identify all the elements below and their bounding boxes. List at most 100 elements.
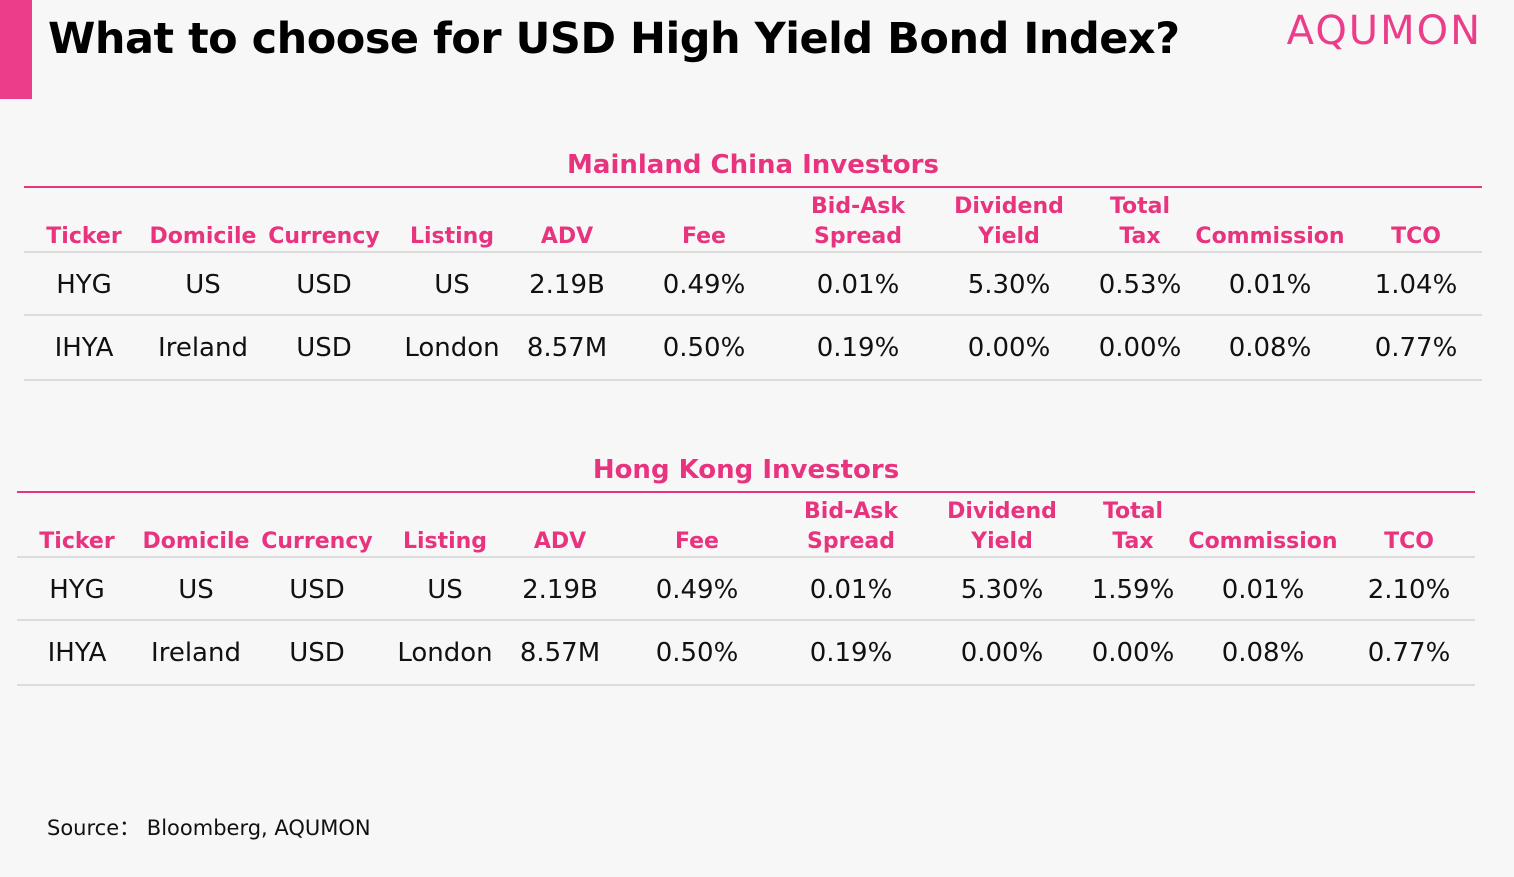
column-header-line2: Commission	[1195, 224, 1345, 249]
cell-dividend-yield: 0.00%	[960, 637, 1044, 668]
column-header-bid-ask-spread: Bid-Ask Spread	[786, 495, 916, 557]
column-header-listing: Listing	[392, 190, 512, 252]
column-header-line2: TCO	[1384, 529, 1434, 554]
cell-commission: 0.08%	[1228, 332, 1312, 363]
cell-listing: US	[427, 574, 463, 605]
column-header-line1: Dividend	[947, 499, 1057, 524]
column-header-line2: Domicile	[142, 529, 250, 554]
cell-currency: USD	[296, 332, 352, 363]
cell-domicile: Ireland	[158, 332, 248, 363]
column-header-adv: ADV	[505, 495, 615, 557]
cell-listing: London	[404, 332, 500, 363]
cell-dividend-yield: 5.30%	[967, 269, 1051, 300]
column-header-line2: Currency	[268, 224, 380, 249]
column-header-line1: Bid-Ask	[804, 499, 898, 524]
cell-ticker: HYG	[56, 269, 112, 300]
table-row: HYG US USD US 2.19B 0.49% 0.01% 5.30% 0.53% 0.01%…	[24, 251, 1482, 316]
column-header-tco: TCO	[1354, 495, 1464, 557]
column-header-line2: Fee	[675, 529, 719, 554]
column-header-line1: Total	[1102, 499, 1164, 524]
mainland-china-table: Mainland China Investors Ticker Domicile Cu…	[24, 150, 1482, 381]
column-header-commission: Commission	[1178, 495, 1348, 557]
column-header-total-tax: Total Tax	[1080, 190, 1200, 252]
cell-tco: 1.04%	[1374, 269, 1458, 300]
column-header-line2: Listing	[409, 224, 495, 249]
column-header-line2: TCO	[1391, 224, 1441, 249]
cell-fee: 0.50%	[655, 637, 739, 668]
cell-bid-ask-spread: 0.01%	[809, 574, 893, 605]
column-header-listing: Listing	[385, 495, 505, 557]
cell-tco: 2.10%	[1367, 574, 1451, 605]
column-header-fee: Fee	[642, 495, 752, 557]
cell-total-tax: 0.00%	[1098, 332, 1182, 363]
column-header-domicile: Domicile	[131, 495, 261, 557]
column-header-fee: Fee	[649, 190, 759, 252]
table-title: Mainland China Investors	[567, 150, 939, 180]
column-header-line2: Ticker	[46, 224, 122, 249]
column-header-line1: Total	[1109, 194, 1171, 219]
table-header-row: Ticker Domicile Currency Listing ADV Fee Bid-A…	[24, 190, 1482, 252]
hong-kong-table: Hong Kong Investors Ticker Domicile Currenc…	[17, 455, 1475, 686]
cell-adv: 2.19B	[522, 574, 598, 605]
aqumon-logo: AQUMON	[1286, 8, 1482, 54]
column-header-currency: Currency	[257, 495, 377, 557]
column-header-adv: ADV	[512, 190, 622, 252]
cell-adv: 2.19B	[529, 269, 605, 300]
page-title: What to choose for USD High Yield Bond I…	[48, 14, 1180, 64]
cell-total-tax: 1.59%	[1091, 574, 1175, 605]
table-title-rule	[24, 186, 1482, 188]
cell-fee: 0.49%	[662, 269, 746, 300]
cell-bid-ask-spread: 0.19%	[816, 332, 900, 363]
cell-fee: 0.49%	[655, 574, 739, 605]
column-header-ticker: Ticker	[29, 190, 139, 252]
cell-adv: 8.57M	[526, 332, 608, 363]
column-header-line2: Spread	[807, 529, 895, 554]
table-title: Hong Kong Investors	[592, 455, 900, 485]
cell-domicile: US	[185, 269, 221, 300]
column-header-dividend-yield: Dividend Yield	[944, 190, 1074, 252]
column-header-line1: Dividend	[954, 194, 1064, 219]
column-header-line2: Listing	[402, 529, 488, 554]
table-row: IHYA Ireland USD London 8.57M 0.50% 0.19% 0.00%…	[24, 314, 1482, 381]
cell-total-tax: 0.53%	[1098, 269, 1182, 300]
column-header-line2: Fee	[682, 224, 726, 249]
cell-total-tax: 0.00%	[1091, 637, 1175, 668]
cell-currency: USD	[296, 269, 352, 300]
source-note: Source： Bloomberg, AQUMON	[47, 816, 371, 840]
column-header-line2: Yield	[971, 529, 1033, 554]
cell-listing: US	[434, 269, 470, 300]
cell-ticker: IHYA	[54, 332, 114, 363]
cell-dividend-yield: 5.30%	[960, 574, 1044, 605]
cell-fee: 0.50%	[662, 332, 746, 363]
column-header-currency: Currency	[264, 190, 384, 252]
column-header-commission: Commission	[1185, 190, 1355, 252]
cell-domicile: US	[178, 574, 214, 605]
cell-tco: 0.77%	[1367, 637, 1451, 668]
table-title-rule	[17, 491, 1475, 493]
column-header-tco: TCO	[1361, 190, 1471, 252]
table-row: IHYA Ireland USD London 8.57M 0.50% 0.19% 0.00%…	[17, 619, 1475, 686]
column-header-bid-ask-spread: Bid-Ask Spread	[793, 190, 923, 252]
table-header-row: Ticker Domicile Currency Listing ADV Fee Bid-A…	[17, 495, 1475, 557]
cell-listing: London	[397, 637, 493, 668]
column-header-line1: Bid-Ask	[811, 194, 905, 219]
column-header-dividend-yield: Dividend Yield	[937, 495, 1067, 557]
cell-adv: 8.57M	[519, 637, 601, 668]
table-row: HYG US USD US 2.19B 0.49% 0.01% 5.30% 1.59% 0.01%…	[17, 556, 1475, 621]
column-header-total-tax: Total Tax	[1073, 495, 1193, 557]
cell-tco: 0.77%	[1374, 332, 1458, 363]
cell-bid-ask-spread: 0.01%	[816, 269, 900, 300]
column-header-line2: ADV	[533, 529, 587, 554]
column-header-line2: Tax	[1119, 224, 1161, 249]
cell-currency: USD	[289, 637, 345, 668]
cell-dividend-yield: 0.00%	[967, 332, 1051, 363]
column-header-domicile: Domicile	[138, 190, 268, 252]
column-header-line2: Domicile	[149, 224, 257, 249]
column-header-line2: Commission	[1188, 529, 1338, 554]
column-header-line2: ADV	[540, 224, 594, 249]
column-header-line2: Spread	[814, 224, 902, 249]
column-header-line2: Ticker	[39, 529, 115, 554]
cell-commission: 0.01%	[1228, 269, 1312, 300]
cell-currency: USD	[289, 574, 345, 605]
column-header-line2: Currency	[261, 529, 373, 554]
